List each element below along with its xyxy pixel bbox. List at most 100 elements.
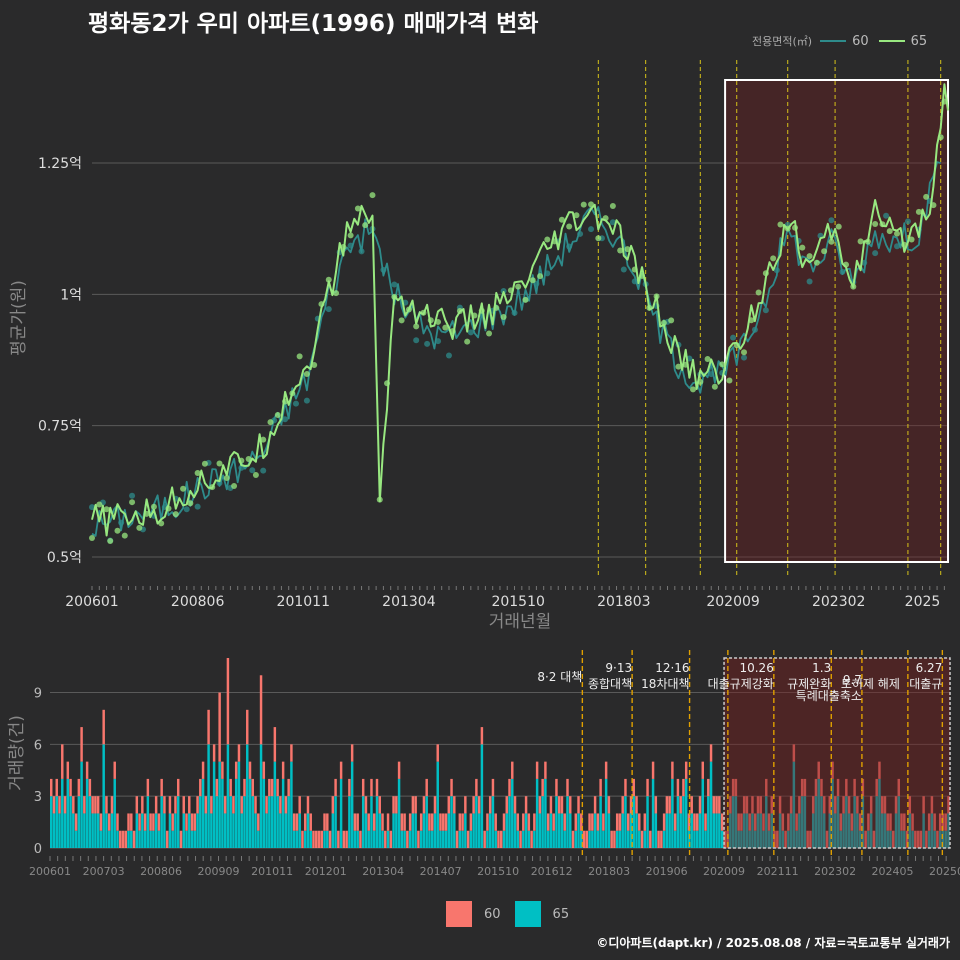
volume-bar-60 (646, 778, 649, 797)
scatter-point-65 (770, 255, 777, 262)
volume-bar-60 (613, 830, 616, 848)
volume-bar-60 (938, 813, 942, 831)
volume-bar-60 (232, 796, 235, 814)
volume-bar-60 (259, 675, 263, 745)
scatter-point-65 (121, 532, 128, 539)
volume-bar-60 (723, 830, 727, 848)
series-line-60 (91, 161, 941, 537)
scatter-point-65 (442, 324, 449, 331)
volume-x-tick-label: 201510 (477, 865, 519, 878)
volume-bar-65 (737, 830, 740, 848)
volume-x-tick-label: 200601 (29, 865, 71, 878)
volume-bar-65 (240, 813, 243, 848)
volume-bar-65 (110, 813, 114, 848)
volume-bar-60 (933, 813, 936, 831)
scatter-point-65 (908, 236, 915, 243)
volume-bar-65 (690, 813, 693, 848)
volume-x-tick-label: 202302 (814, 865, 856, 878)
volume-bar-65 (814, 796, 818, 848)
scatter-point-65 (107, 538, 114, 545)
volume-bar-60 (447, 796, 451, 814)
volume-bar-60 (458, 813, 462, 831)
volume-bar-60 (781, 813, 785, 831)
volume-bar-60 (417, 830, 420, 848)
volume-bar-65 (753, 830, 757, 848)
volume-bar-60 (571, 830, 575, 848)
volume-bar-65 (911, 830, 914, 848)
volume-bar-65 (781, 830, 785, 848)
scatter-point-65 (857, 238, 864, 245)
volume-bar-60 (660, 830, 663, 848)
volume-bar-65 (751, 813, 754, 848)
scatter-point-65 (719, 361, 726, 368)
volume-bar-60 (867, 813, 870, 831)
volume-bar-65 (607, 813, 611, 848)
volume-legend-entry-65[interactable]: 65 (514, 901, 569, 927)
volume-bar-65 (538, 813, 542, 848)
volume-bar-60 (696, 813, 699, 831)
scatter-point-60 (872, 250, 879, 257)
volume-bar-65 (662, 830, 666, 848)
volume-bar-65 (190, 830, 194, 848)
volume-bar-60 (494, 813, 497, 831)
volume-bar-65 (472, 813, 475, 848)
volume-bar-60 (569, 796, 572, 814)
volume-bar-65 (602, 830, 605, 848)
volume-bar-65 (287, 796, 290, 848)
volume-bar-65 (886, 830, 889, 848)
volume-bar-60 (944, 813, 947, 831)
volume-bar-65 (149, 830, 152, 848)
volume-bar-60 (709, 744, 713, 762)
volume-bar-60 (439, 813, 442, 831)
volume-bar-65 (182, 813, 185, 848)
series-line-65 (91, 83, 949, 537)
volume-bar-65 (486, 830, 489, 848)
volume-bar-65 (778, 813, 782, 848)
scatter-point-60 (762, 307, 769, 314)
volume-y-axis-title: 거래량(건) (7, 715, 27, 791)
volume-bar-65 (811, 813, 815, 848)
volume-bar-65 (193, 830, 197, 848)
volume-bar-65 (742, 813, 746, 848)
scatter-point-60 (391, 281, 398, 288)
volume-bar-65 (883, 813, 887, 848)
volume-bar-65 (72, 813, 75, 848)
volume-bar-65 (127, 830, 130, 848)
volume-bar-60 (563, 813, 566, 831)
volume-bar-65 (756, 813, 760, 848)
event-label: 6.27 (916, 661, 943, 675)
volume-bar-60 (276, 778, 279, 797)
legend-entry-65[interactable]: 65 (878, 34, 927, 49)
volume-bar-60 (254, 796, 257, 814)
volume-bar-60 (875, 778, 878, 797)
volume-bar-60 (505, 796, 508, 814)
event-label: 특례대출축소 (796, 689, 862, 703)
volume-bar-65 (701, 778, 704, 848)
scatter-point-65 (486, 330, 493, 337)
volume-bar-65 (453, 813, 456, 848)
volume-bar-65 (279, 813, 282, 848)
volume-bar-65 (442, 830, 445, 848)
scatter-point-60 (89, 504, 95, 511)
scatter-point-60 (249, 467, 256, 474)
volume-bar-65 (875, 796, 878, 848)
volume-bar-60 (403, 813, 406, 831)
volume-bar-60 (649, 830, 652, 848)
volume-bar-60 (477, 796, 481, 814)
volume-bar-65 (596, 830, 600, 848)
volume-bar-60 (861, 778, 865, 797)
volume-bar-60 (406, 830, 409, 848)
volume-bar-60 (847, 796, 851, 814)
volume-legend-entry-60[interactable]: 60 (446, 901, 501, 927)
scatter-point-65 (894, 230, 901, 237)
legend-entry-60[interactable]: 60 (820, 34, 869, 49)
volume-bar-65 (395, 813, 398, 848)
volume-bar-60 (157, 813, 161, 831)
scatter-point-65 (398, 317, 405, 324)
volume-bar-65 (673, 830, 677, 848)
volume-bar-65 (257, 830, 260, 848)
scatter-point-60 (609, 219, 616, 226)
scatter-point-65 (558, 216, 565, 223)
volume-bar-60 (701, 761, 704, 779)
